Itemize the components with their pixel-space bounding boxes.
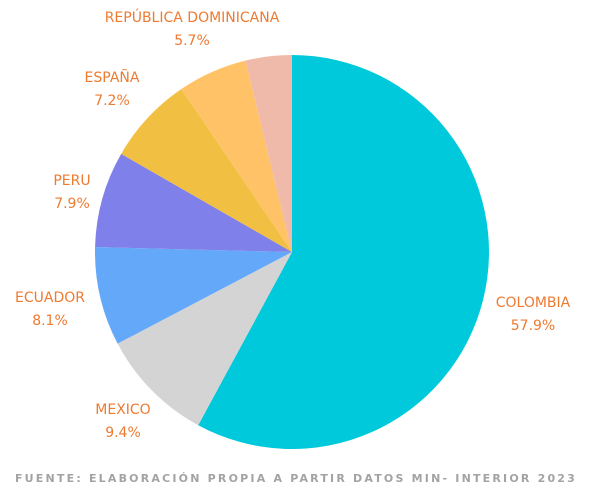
slice-value-label: 8.1% — [32, 313, 68, 329]
pie-slice — [95, 153, 292, 252]
slice-label: ECUADOR — [15, 290, 85, 306]
pie-slice — [198, 55, 490, 450]
pie-slice — [245, 55, 292, 252]
slice-value-label: 5.7% — [174, 33, 210, 49]
pie-slice — [121, 89, 292, 252]
pie-slice — [117, 252, 292, 426]
pie-slice — [95, 247, 292, 344]
slice-label: MEXICO — [95, 402, 150, 418]
caption: FUENTE: ELABORACIÓN PROPIA A PARTIR DATO… — [15, 472, 577, 485]
slice-label: PERU — [53, 173, 90, 189]
slice-value-label: 7.9% — [54, 196, 90, 212]
pie-slice — [181, 60, 292, 252]
slice-value-label: 7.2% — [94, 93, 130, 109]
slice-label: ESPAÑA — [85, 69, 140, 86]
slice-label: REPÚBLICA DOMINICANA — [105, 8, 280, 26]
slice-value-label: 57.9% — [511, 318, 555, 334]
slice-label: COLOMBIA — [496, 295, 571, 311]
slice-value-label: 9.4% — [105, 425, 141, 441]
